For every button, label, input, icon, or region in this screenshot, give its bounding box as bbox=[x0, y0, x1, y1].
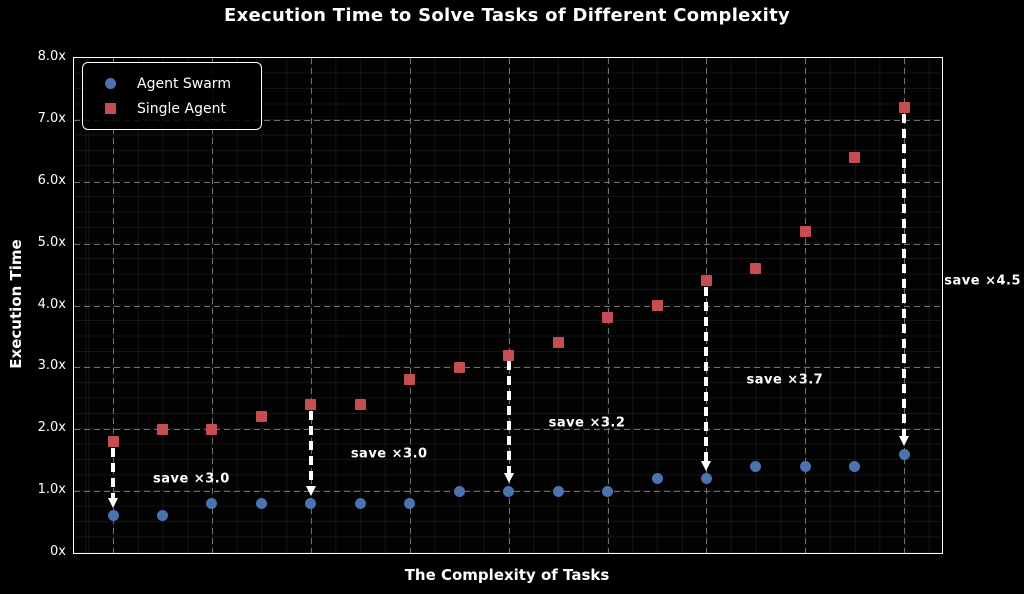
data-point-agent-swarm bbox=[898, 448, 910, 460]
data-point-single-agent bbox=[651, 300, 663, 311]
gridline-vertical bbox=[607, 58, 609, 553]
data-point-single-agent bbox=[255, 411, 267, 423]
data-point-agent-swarm bbox=[503, 485, 515, 497]
data-point-single-agent bbox=[898, 102, 910, 113]
data-point-single-agent bbox=[156, 423, 168, 435]
savings-arrow bbox=[308, 410, 313, 487]
gridline-horizontal bbox=[74, 119, 942, 121]
savings-arrow-head-icon bbox=[108, 497, 118, 508]
legend-item-agent-swarm: Agent Swarm bbox=[83, 76, 261, 92]
data-point-single-agent bbox=[206, 423, 218, 435]
y-tick-label: 6.0x bbox=[37, 172, 66, 188]
data-point-agent-swarm bbox=[700, 473, 712, 485]
savings-annotation: save ×4.5 bbox=[944, 273, 1022, 289]
gridline-horizontal bbox=[74, 181, 942, 183]
legend-label-agent-swarm: Agent Swarm bbox=[137, 75, 231, 92]
data-point-agent-swarm bbox=[453, 485, 465, 497]
y-tick-label: 3.0x bbox=[37, 358, 66, 374]
savings-arrow-head-icon bbox=[503, 473, 514, 484]
savings-annotation: save ×3.0 bbox=[350, 446, 428, 462]
chart-title: Execution Time to Solve Tasks of Differe… bbox=[223, 5, 791, 26]
data-point-agent-swarm bbox=[799, 460, 811, 472]
legend-item-single-agent: Single Agent bbox=[83, 101, 261, 117]
data-point-agent-swarm bbox=[552, 485, 564, 497]
data-point-agent-swarm bbox=[849, 460, 861, 472]
y-tick-label: 0x bbox=[50, 544, 66, 559]
legend: Agent Swarm Single Agent bbox=[82, 62, 262, 130]
savings-annotation: save ×3.7 bbox=[746, 372, 824, 388]
data-point-agent-swarm bbox=[206, 498, 218, 509]
legend-label-single-agent: Single Agent bbox=[137, 100, 226, 117]
data-point-agent-swarm bbox=[651, 473, 663, 485]
data-point-agent-swarm bbox=[107, 510, 119, 522]
y-tick-label: 4.0x bbox=[37, 296, 66, 312]
data-point-single-agent bbox=[453, 361, 465, 373]
data-point-agent-swarm bbox=[305, 498, 317, 509]
x-axis-label: The Complexity of Tasks bbox=[404, 566, 610, 584]
y-tick-label: 7.0x bbox=[37, 110, 66, 126]
data-point-single-agent bbox=[750, 262, 762, 274]
gridline-vertical bbox=[310, 58, 312, 553]
data-point-single-agent bbox=[849, 151, 861, 163]
savings-arrow bbox=[902, 113, 907, 437]
gridline-vertical bbox=[211, 58, 213, 553]
data-point-agent-swarm bbox=[602, 485, 614, 497]
data-point-agent-swarm bbox=[156, 510, 168, 522]
data-point-single-agent bbox=[107, 436, 119, 448]
savings-arrow-head-icon bbox=[701, 460, 712, 471]
y-tick-label: 1.0x bbox=[37, 482, 66, 498]
savings-annotation: save ×3.2 bbox=[548, 415, 626, 431]
data-point-single-agent bbox=[700, 275, 712, 287]
savings-arrow bbox=[111, 447, 115, 499]
data-point-single-agent bbox=[354, 399, 366, 410]
data-point-agent-swarm bbox=[354, 498, 366, 509]
savings-arrow-head-icon bbox=[305, 485, 316, 496]
savings-arrow bbox=[506, 361, 511, 475]
savings-arrow bbox=[704, 286, 709, 462]
data-point-agent-swarm bbox=[404, 498, 416, 509]
gridline-vertical bbox=[805, 58, 807, 553]
gridline-vertical bbox=[113, 58, 114, 553]
y-tick-label: 2.0x bbox=[37, 420, 66, 436]
gridline-vertical bbox=[409, 58, 411, 553]
data-point-single-agent bbox=[305, 399, 317, 410]
agent-swarm-marker-icon bbox=[105, 78, 116, 89]
single-agent-marker-icon bbox=[105, 103, 116, 114]
gridline-horizontal bbox=[74, 243, 942, 245]
savings-arrow-head-icon bbox=[899, 436, 910, 446]
data-point-single-agent bbox=[503, 349, 515, 361]
data-point-single-agent bbox=[552, 337, 564, 349]
y-tick-label: 8.0x bbox=[37, 49, 66, 64]
plot-area: save ×3.0 save ×3.0 save ×3.2 save ×3.7 save… bbox=[73, 57, 1021, 554]
savings-annotation: save ×3.0 bbox=[153, 471, 230, 487]
gridline-horizontal bbox=[74, 305, 942, 307]
gridline-vertical bbox=[508, 58, 510, 553]
data-point-agent-swarm bbox=[255, 498, 267, 509]
data-point-single-agent bbox=[799, 225, 811, 237]
data-point-single-agent bbox=[602, 312, 614, 324]
data-point-agent-swarm bbox=[750, 460, 762, 472]
y-tick-label: 5.0x bbox=[37, 234, 66, 250]
data-point-single-agent bbox=[404, 374, 416, 386]
